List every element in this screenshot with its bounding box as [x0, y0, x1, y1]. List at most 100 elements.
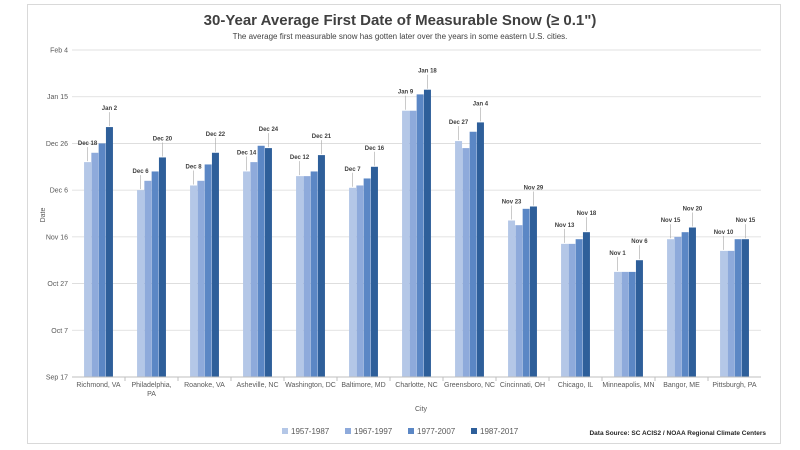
data-label: Dec 21	[312, 134, 332, 140]
x-tick-label: Richmond, VA	[76, 382, 121, 389]
data-label: Jan 18	[418, 69, 437, 75]
data-label: Dec 7	[345, 167, 362, 173]
y-tick-label: Oct 27	[47, 281, 68, 288]
bar	[522, 208, 530, 377]
chart-title: 30-Year Average First Date of Measurable…	[203, 12, 597, 29]
bar	[621, 271, 629, 377]
x-tick-label: Pittsburgh, PA	[712, 382, 757, 389]
y-tick-label: Feb 4	[50, 48, 68, 55]
bar	[508, 220, 516, 377]
bar	[151, 171, 159, 377]
bar	[688, 227, 696, 377]
bar	[84, 162, 92, 377]
data-label: Dec 14	[237, 150, 257, 156]
y-axis-label: Date	[40, 208, 47, 223]
bars	[84, 89, 749, 378]
bar	[734, 239, 742, 377]
x-tick-label: Baltimore, MD	[341, 382, 385, 389]
x-tick-label: Charlotte, NC	[395, 382, 437, 389]
axes: Sep 17 Oct 7 Oct 27 Nov 16 Dec 6 Dec 26 Jan 15…	[46, 48, 761, 398]
bar	[257, 145, 265, 377]
y-tick-label: Jan 15	[47, 94, 68, 101]
bar	[349, 187, 357, 377]
bar	[575, 239, 583, 377]
data-label: Jan 9	[398, 90, 414, 96]
bar	[462, 148, 470, 377]
legend-swatch	[471, 428, 477, 434]
y-tick-label: Nov 16	[46, 234, 68, 241]
bar	[190, 185, 198, 377]
data-label: Dec 8	[186, 164, 203, 170]
bar	[105, 127, 113, 377]
bar	[211, 152, 219, 377]
bar	[628, 271, 636, 377]
data-label: Nov 13	[555, 223, 575, 229]
bar	[614, 271, 622, 377]
data-label: Nov 23	[502, 200, 522, 206]
bar	[667, 239, 675, 377]
y-tick-label: Sep 17	[46, 375, 68, 382]
bar	[363, 178, 371, 377]
data-label: Dec 27	[449, 120, 469, 126]
x-tick-label: Cincinnati, OH	[500, 382, 545, 389]
bar	[356, 185, 364, 377]
bar	[635, 260, 643, 377]
bar	[197, 180, 205, 377]
data-source-note: Data Source: SC ACIS2 / NOAA Regional Cl…	[589, 430, 766, 437]
legend-label: 1967-1997	[354, 427, 393, 436]
bar	[741, 239, 749, 377]
data-label: Dec 24	[259, 127, 279, 133]
y-tick-label: Oct 7	[51, 328, 68, 335]
data-label: Jan 4	[473, 101, 489, 107]
data-label: Dec 20	[153, 136, 173, 142]
bar	[402, 110, 410, 377]
bar	[515, 225, 523, 377]
bar	[469, 131, 477, 377]
data-label: Dec 6	[133, 169, 150, 175]
data-label: Nov 18	[577, 211, 597, 217]
bar	[91, 152, 99, 377]
bar	[158, 157, 166, 377]
legend-label: 1987-2017	[480, 427, 519, 436]
bar	[720, 250, 728, 377]
x-tick-label: PA	[147, 391, 156, 398]
x-tick-label: Washington, DC	[285, 382, 336, 389]
x-tick-label: Minneapolis, MN	[602, 382, 654, 389]
data-label: Nov 29	[524, 185, 544, 191]
data-label: Dec 22	[206, 132, 226, 138]
bar	[423, 89, 431, 377]
bar	[681, 232, 689, 377]
bar	[568, 243, 576, 377]
legend-swatch	[408, 428, 414, 434]
data-label: Nov 15	[661, 218, 681, 224]
bar	[204, 164, 212, 377]
data-label: Nov 10	[714, 230, 734, 236]
bar	[582, 232, 590, 377]
bar	[317, 155, 325, 377]
x-tick-label: Bangor, ME	[663, 382, 700, 389]
x-tick-label: Roanoke, VA	[184, 382, 225, 389]
data-labels: Dec 18 Jan 2 Dec 6 Dec 20 Dec 8 Dec 22 Dec 14 D…	[78, 69, 756, 271]
data-label: Nov 6	[631, 239, 648, 245]
data-label: Nov 20	[683, 207, 703, 213]
chart-subtitle: The average first measurable snow has go…	[232, 32, 568, 41]
bar	[98, 143, 106, 377]
legend-label: 1977-2007	[417, 427, 456, 436]
data-label: Dec 12	[290, 155, 310, 161]
bar	[455, 141, 463, 377]
bar	[409, 110, 417, 377]
bar	[137, 190, 145, 377]
bar	[144, 180, 152, 377]
bar	[310, 171, 318, 377]
bar	[561, 243, 569, 377]
data-label: Jan 2	[102, 106, 118, 112]
x-tick-label: Chicago, IL	[558, 382, 594, 389]
bar	[674, 236, 682, 377]
bar	[370, 166, 378, 377]
data-label: Nov 1	[609, 251, 626, 257]
bar	[476, 122, 484, 378]
data-label: Nov 15	[736, 218, 756, 224]
gridlines	[72, 49, 761, 378]
data-label: Dec 18	[78, 141, 98, 147]
